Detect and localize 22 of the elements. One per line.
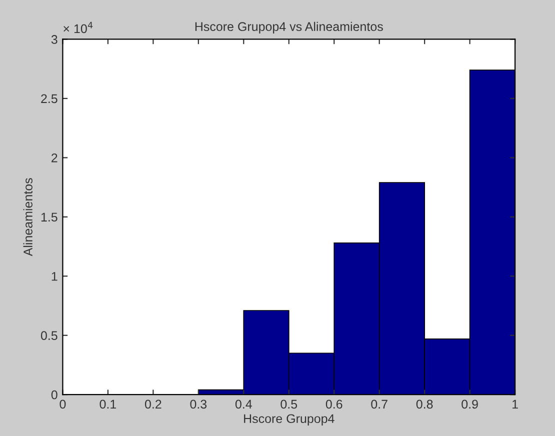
x-tick-label: 0.2	[144, 400, 162, 409]
x-tick-label: 0	[60, 400, 66, 409]
x-axis-title: Hscore Grupop4	[244, 414, 334, 426]
x-tick-label: 0.1	[100, 400, 116, 409]
y-tick-label: 0	[51, 390, 58, 400]
x-tick-label: 0.5	[280, 400, 298, 409]
y-tick-label: 1.5	[41, 212, 58, 222]
x-tick-label: 0.8	[416, 400, 433, 409]
x-tick-label: 0.4	[235, 400, 252, 409]
y-tick-label: 3	[51, 35, 58, 44]
x-tick-label: 0.7	[371, 400, 388, 409]
x-tick-label: 1	[512, 400, 518, 408]
chart-title: Hscore Grupop4 vs Alineamientos	[195, 22, 383, 34]
text: × 10$^{4}$	[64, 22, 93, 34]
y-axis-title: Alineamientos	[23, 178, 32, 256]
y-tick-label: 2	[52, 153, 58, 162]
x-tick-label: 0.3	[190, 400, 207, 409]
x-tick-label: 0.9	[462, 400, 478, 409]
x-tick-label: 0.6	[326, 400, 342, 409]
y-tick-label: 2.5	[41, 94, 58, 104]
y-tick-label: 1	[52, 272, 58, 281]
y-tick-label: 0.5	[40, 331, 58, 340]
